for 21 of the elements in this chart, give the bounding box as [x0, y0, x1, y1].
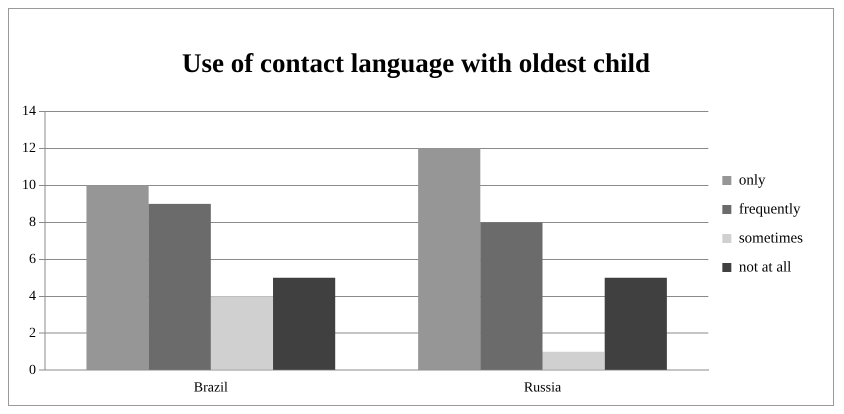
legend-label: not at all — [738, 259, 792, 276]
bar — [542, 352, 605, 370]
bar — [273, 278, 336, 370]
legend-label: only — [738, 172, 766, 188]
legend-label: sometimes — [738, 230, 804, 246]
y-tick-label: 10 — [22, 178, 36, 194]
bar — [480, 222, 543, 370]
y-tick-label: 0 — [29, 362, 36, 378]
x-tick-label: Brazil — [194, 380, 228, 396]
y-tick-label: 8 — [29, 214, 36, 230]
y-tick-label: 6 — [29, 252, 36, 267]
chart-title: Use of contact language with oldest child — [182, 48, 650, 78]
x-tick-label: Russia — [524, 380, 562, 396]
bar — [210, 296, 274, 370]
y-tick-label: 4 — [29, 288, 36, 304]
y-tick-label: 14 — [22, 104, 36, 120]
y-tick-label: 12 — [22, 141, 36, 156]
legend-label: frequently — [738, 201, 801, 218]
y-tick-label: 2 — [29, 326, 36, 341]
bar — [604, 278, 667, 370]
bar — [148, 204, 211, 370]
